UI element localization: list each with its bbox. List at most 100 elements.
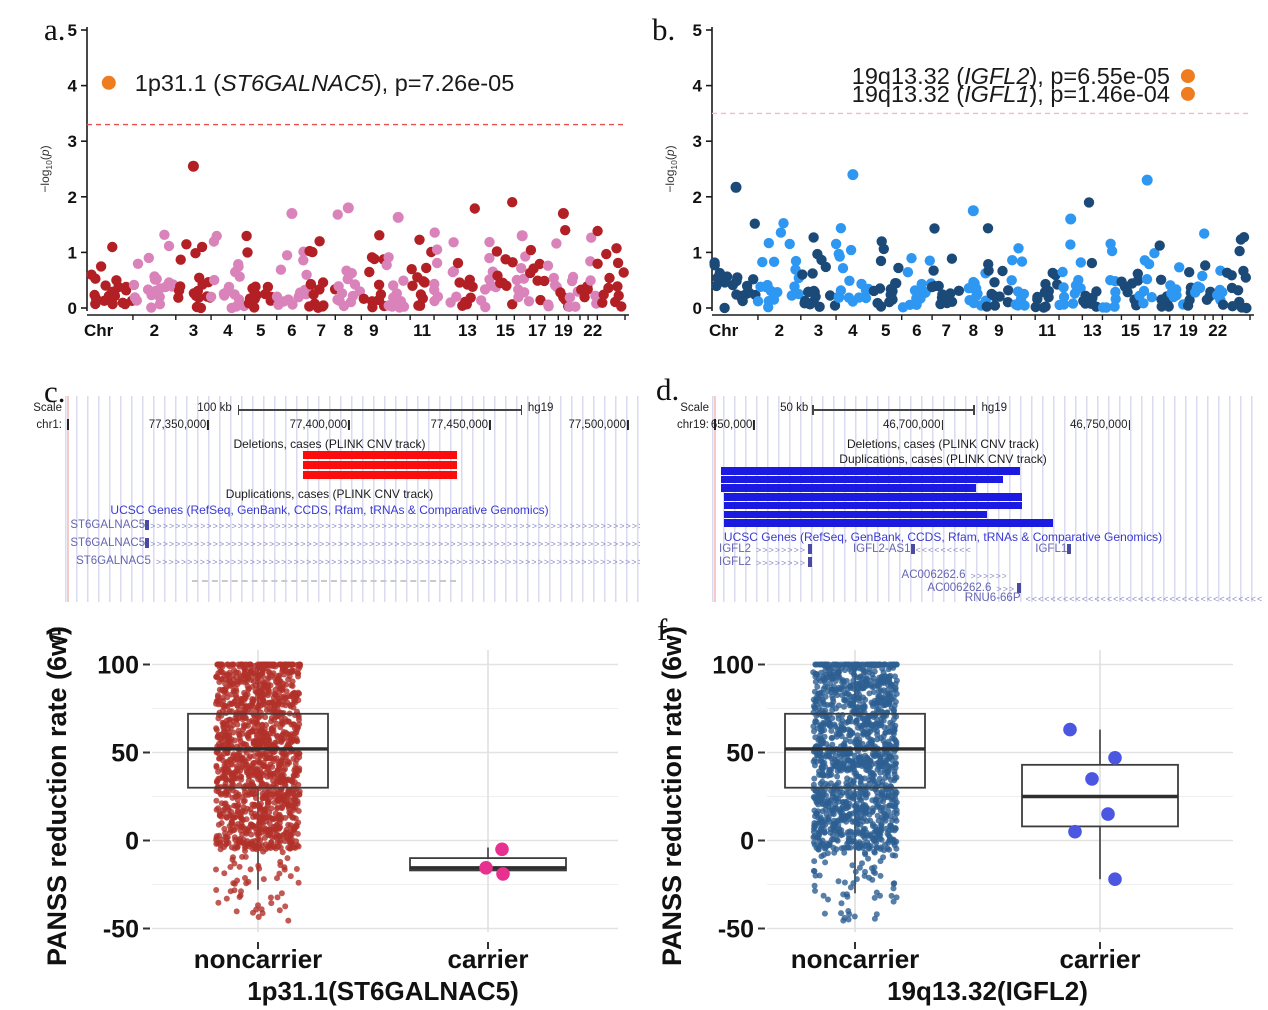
gene-structure-arrows: >>>>>>>>>>>>>>>>>>>>>>>>>>>>>>>>>>>>>>>>… (150, 539, 640, 549)
svg-text:−log10(p): −log10(p) (663, 145, 679, 192)
svg-text:2: 2 (693, 188, 702, 207)
assembly-label: hg19 (981, 402, 1008, 414)
svg-text:11: 11 (413, 321, 431, 340)
panel-letter-d: d. (656, 372, 680, 407)
svg-text:4: 4 (693, 77, 703, 96)
svg-text:1: 1 (693, 243, 702, 262)
position-tick (489, 420, 491, 430)
gene-structure-arrows: >>>>>>>>>>>>>>>>>>>>>>>>>>>>>>>>>>>>>>>>… (150, 521, 640, 531)
gene-exon-block (145, 520, 150, 530)
group-carrier: carrier (1021, 722, 1179, 974)
svg-text:4: 4 (848, 321, 858, 340)
origin-tick (67, 419, 69, 430)
gene-exon-block (145, 538, 150, 548)
gene-name-label: IGFL2-AS1 (852, 543, 911, 555)
axes: 0 1 2 3 4 5 −log10(p) Chr 2 3 4 5 6 7 8 9 11 13 15 17 19 22 (663, 21, 1254, 340)
manhattan-points (709, 169, 1252, 314)
scale-bar-text: 100 kb (197, 402, 232, 414)
axes: 0 1 2 3 4 5 −log10(p) Chr 2 3 4 5 6 7 8 9 11 13 15 17 19 22 (38, 21, 629, 340)
gene-name-label: IGFL2 (719, 543, 751, 555)
y-axis-title: PANSS reduction rate (6w) (657, 626, 687, 966)
svg-text:17: 17 (1153, 321, 1172, 340)
gene-structure-arrows: <<<<<<<<<<<<<<<<<<<<<<<<<<<<<<<<<<<<<< (1025, 594, 1263, 604)
deletions-track-title: Deletions, cases (PLINK CNV track) (233, 437, 426, 451)
position-tick (627, 420, 629, 430)
genome-browser-panel-c: Scale chr1: 100 kb hg19 77,350,000 77,400,00… (28, 396, 640, 602)
svg-text:3: 3 (189, 321, 198, 340)
browser-cursor-line (714, 396, 716, 602)
scale-bar (812, 406, 975, 414)
group-carrier: carrier (409, 842, 567, 974)
svg-text:3: 3 (693, 132, 702, 151)
gene-structure-arrows: >>>>>> (970, 571, 1007, 581)
manhattan-plot-a: 0 1 2 3 4 5 −log10(p) Chr 2 3 4 5 6 7 8 9 11 13 15 17 19 22 1p… (38, 21, 629, 340)
cnv-bar (721, 484, 976, 492)
panel-letter-b: b. (652, 12, 676, 47)
genome-browser-panel-d: Scale chr19: 50 kb hg19 650,000 46,700,000 46… (672, 396, 1263, 604)
gene-structure-arrows: >>>>>>>> (756, 545, 807, 555)
group-noncarrier: noncarrier (187, 661, 329, 974)
gene-name-label: RNU6-66P (964, 592, 1021, 604)
svg-text:2: 2 (775, 321, 784, 340)
svg-text:13: 13 (1083, 321, 1102, 340)
browser-track-d: 50 kb hg19 650,000 46,700,000 46,750,000 Dele… (711, 396, 1263, 604)
scale-bar-text: 50 kb (780, 402, 809, 414)
gene-structure-arrows: <<<<<<<<< (915, 545, 971, 555)
genes-track-title: UCSC Genes (RefSeq, GenBank, CCDS, Rfam,… (723, 530, 1163, 544)
svg-text:8: 8 (344, 321, 353, 340)
category-label: carrier (1060, 944, 1141, 974)
gene-name-label: IGFL2 (719, 556, 751, 568)
svg-text:4: 4 (223, 321, 233, 340)
position-label: 650,000 (711, 419, 755, 431)
duplications-track-title: Duplications, cases (PLINK CNV track) (839, 452, 1047, 466)
browser-gutter-c: Scale chr1: (28, 396, 65, 602)
svg-text:50: 50 (111, 740, 139, 768)
gene-name-label: AC006262.6 (927, 582, 992, 594)
svg-text:9: 9 (994, 321, 1003, 340)
deletions-track-title: Deletions, cases (PLINK CNV track) (846, 437, 1040, 451)
svg-text:8: 8 (969, 321, 978, 340)
browser-gutter-d: Scale chr19: (672, 396, 712, 602)
jitter-points (213, 661, 303, 924)
panel-letter-f: f. (657, 612, 676, 647)
highlighted-hits: 1p31.1 (ST6GALNAC5), p=7.26e-05 (101, 70, 514, 96)
svg-text:15: 15 (496, 321, 515, 340)
position-label: 77,400,000 (290, 419, 350, 431)
panel-letter-c: c. (44, 374, 66, 409)
category-label: carrier (448, 944, 529, 974)
cnv-bar (724, 519, 1053, 527)
cnv-bar (721, 467, 1020, 475)
svg-text:0: 0 (693, 299, 702, 318)
panel-letter-a: a. (44, 12, 66, 47)
category-label: noncarrier (791, 944, 920, 974)
svg-text:17: 17 (528, 321, 547, 340)
cnv-bar (303, 461, 458, 469)
duplications-track-title: Duplications, cases (PLINK CNV track) (225, 487, 434, 501)
group-noncarrier: noncarrier (784, 661, 926, 974)
gene-name-label: AC006262.6 (901, 569, 966, 581)
position-label: 46,750,000 (1070, 419, 1130, 431)
manhattan-points (86, 160, 629, 314)
svg-text:50: 50 (726, 740, 754, 768)
svg-text:0: 0 (740, 828, 754, 856)
cnv-bar (721, 475, 1004, 484)
boxplot-f: 100 50 0 -50 PANSS reduction rate (6w) noncar… (657, 626, 1233, 1006)
svg-text:-50: -50 (718, 916, 754, 944)
carrier-points (1063, 722, 1122, 886)
svg-text:3: 3 (68, 132, 77, 151)
scale-label: Scale (680, 402, 709, 414)
svg-text:2: 2 (68, 188, 77, 207)
browser-cursor-line (67, 396, 69, 602)
position-tick (348, 420, 350, 430)
chromosome-label: chr1: (36, 419, 62, 431)
gene-name-label: IGFL1 (1035, 543, 1068, 555)
position-tick (1128, 420, 1130, 430)
cnv-bar (303, 451, 458, 459)
hit-annotation: 19q13.32 (IGFL1), p=1.46e-04 (852, 81, 1170, 107)
gene-structure-arrows: >>> (996, 584, 1016, 594)
svg-text:7: 7 (316, 321, 325, 340)
svg-text:1: 1 (68, 243, 77, 262)
cnv-bar (724, 493, 1022, 501)
panel-letter-e: e. (48, 614, 70, 649)
